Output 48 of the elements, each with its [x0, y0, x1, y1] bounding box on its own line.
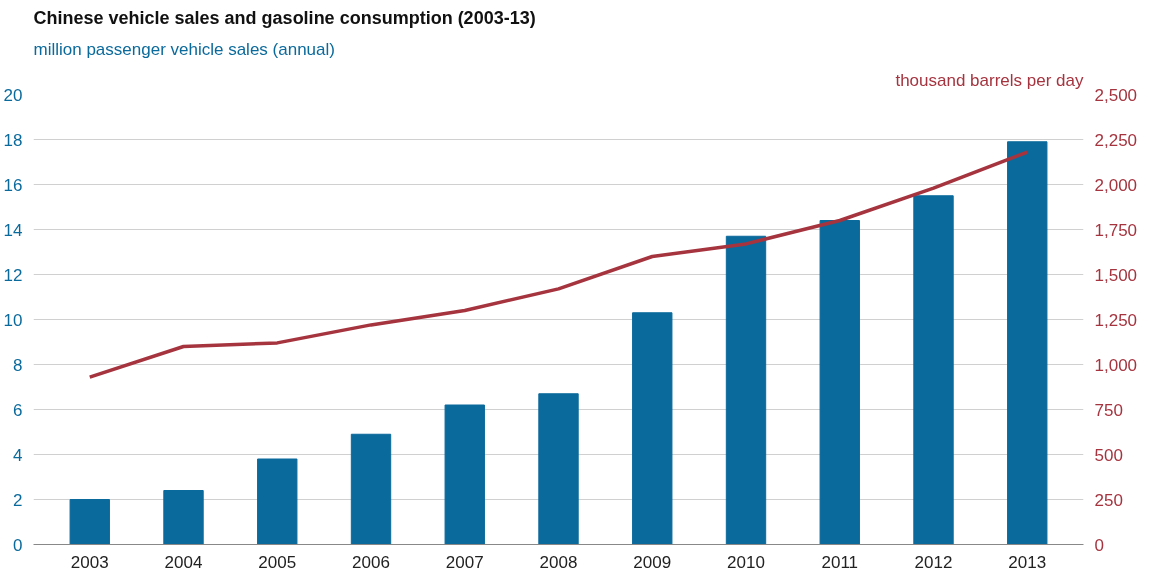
bar: [350, 433, 392, 545]
y2-tick-label: 2,500: [1094, 85, 1138, 105]
y2-axis-title: thousand barrels per day: [895, 70, 1084, 90]
y-tick-label: 0: [13, 535, 23, 555]
bar: [725, 235, 767, 545]
bar: [913, 195, 954, 545]
x-tick-label: 2010: [727, 552, 765, 572]
bar: [444, 404, 485, 545]
x-tick-label: 2007: [445, 552, 484, 572]
x-tick-label: 2005: [258, 552, 297, 572]
y-axis-title: million passenger vehicle sales (annual): [33, 39, 335, 59]
y2-tick-label: 2,250: [1094, 130, 1138, 150]
x-tick-label: 2011: [821, 552, 859, 572]
bar: [632, 312, 673, 545]
x-tick-label: 2013: [1008, 552, 1047, 572]
y2-tick-label: 500: [1094, 445, 1123, 465]
y-tick-label: 8: [13, 355, 23, 375]
y-tick-label: 16: [3, 175, 23, 195]
line-series: [88, 150, 1029, 379]
y2-tick-label: 1,500: [1094, 265, 1138, 285]
y-tick-label: 12: [3, 265, 23, 285]
x-tick-label: 2006: [352, 552, 390, 572]
chart-title: Chinese vehicle sales and gasoline consumption (2003-13): [33, 7, 536, 28]
x-tick-label: 2004: [164, 552, 203, 572]
y2-tick-label: 0: [1094, 535, 1104, 555]
y-tick-label: 6: [13, 400, 23, 420]
y2-tick-label: 1,250: [1094, 310, 1138, 330]
y-tick-label: 2: [13, 490, 23, 510]
bar: [1007, 141, 1048, 545]
y-tick-label: 4: [13, 445, 23, 465]
y-tick-label: 20: [3, 85, 23, 105]
y-tick-label: 14: [3, 220, 23, 240]
y2-tick-label: 1,000: [1094, 355, 1138, 375]
y2-tick-label: 2,000: [1094, 175, 1138, 195]
bar: [163, 490, 204, 545]
y-tick-label: 10: [3, 310, 23, 330]
y2-tick-label: 750: [1094, 400, 1123, 420]
y2-tick-label: 250: [1094, 490, 1123, 510]
bar: [538, 393, 579, 545]
y2-tick-label: 1,750: [1094, 220, 1138, 240]
x-tick-label: 2003: [70, 552, 109, 572]
x-tick-label: 2012: [914, 552, 953, 572]
bar: [257, 458, 298, 545]
x-tick-label: 2009: [633, 552, 672, 572]
bar: [69, 499, 110, 545]
y-tick-label: 18: [3, 130, 23, 150]
x-tick-label: 2008: [539, 552, 578, 572]
bar: [819, 220, 860, 545]
